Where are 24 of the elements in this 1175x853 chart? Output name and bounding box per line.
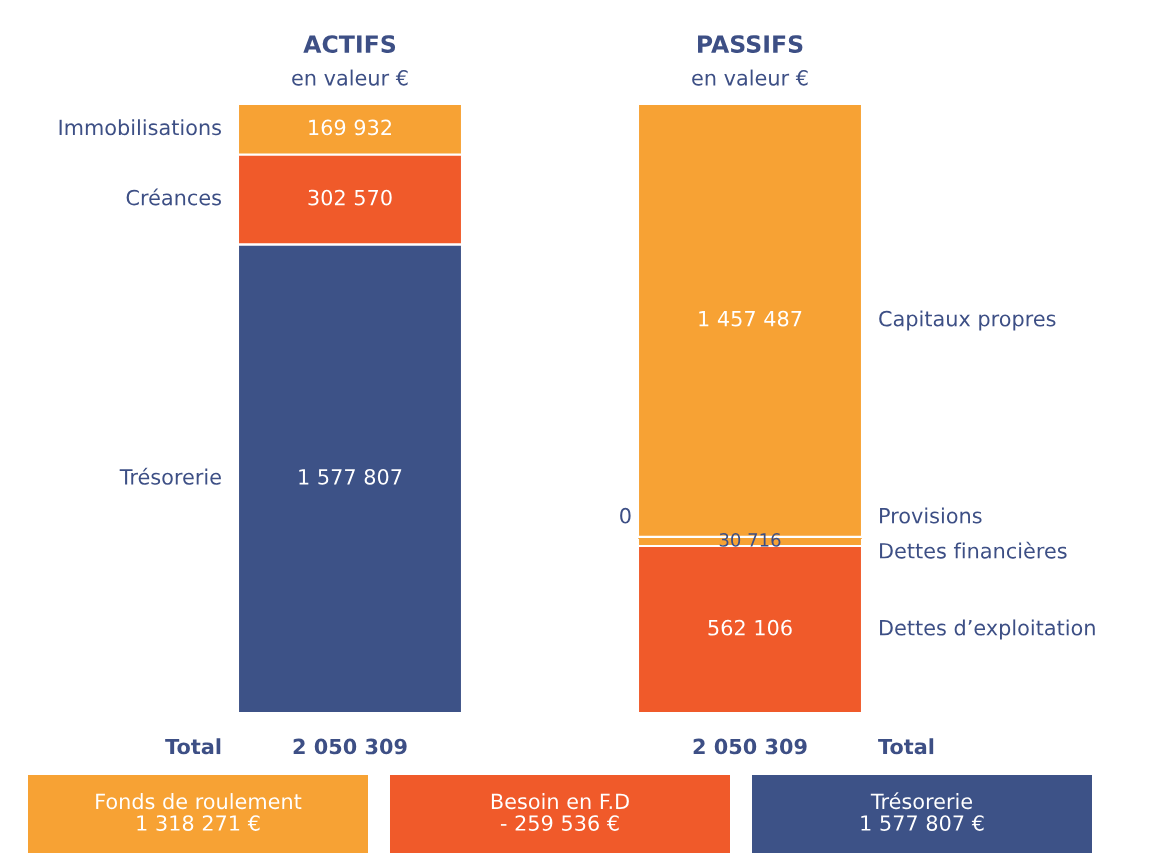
x-tick-label: ACTIFS [303, 35, 396, 53]
data-label: 1 577 807 [299, 468, 402, 485]
series-label: Provisions [880, 507, 982, 524]
data-label: 0 [620, 507, 631, 524]
x-tick-label: PASSIFS [698, 35, 803, 53]
series-label: Immobilisations [59, 119, 221, 136]
text: Fonds de roulement 1 318 271 € [96, 793, 302, 831]
text: Total [165, 738, 221, 755]
data-label: 302 570 [308, 189, 392, 206]
total-label: 2 050 309 [693, 738, 807, 755]
text: Besoin en F.D - 259 536 € [491, 793, 629, 831]
data-label: 169 932 [309, 119, 391, 136]
series-label: Capitaux propres [879, 310, 1056, 331]
series-label: Dettes financières [880, 541, 1067, 559]
series-label: Créances [126, 188, 221, 206]
text: Trésorerie 1 577 807 € [861, 792, 984, 831]
total-label: 2 050 309 [293, 738, 407, 755]
text: en valeur € [692, 69, 808, 86]
text: Total [878, 738, 934, 755]
series-label: Dettes d’exploitation [880, 619, 1095, 640]
data-label: 1 457 487 [699, 310, 802, 327]
chart-subtitle: en valeur € [292, 69, 408, 86]
data-label: 562 106 [708, 619, 792, 636]
series-label: Trésorerie [119, 467, 221, 485]
